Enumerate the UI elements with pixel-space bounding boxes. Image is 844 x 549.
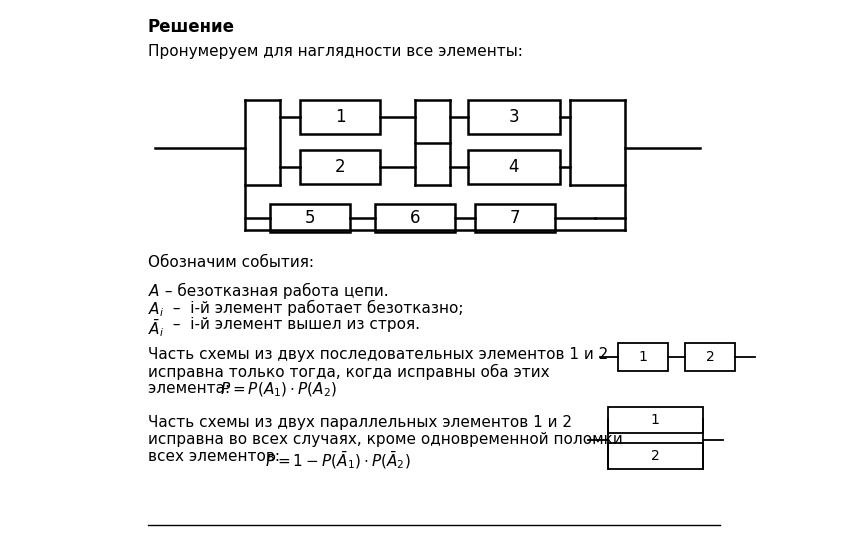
Text: – безотказная работа цепи.: – безотказная работа цепи.	[160, 283, 388, 299]
Text: элемента:: элемента:	[148, 381, 245, 396]
Text: $\bar{A}_i$: $\bar{A}_i$	[148, 317, 164, 339]
Text: 5: 5	[305, 209, 315, 227]
Bar	[474, 204, 555, 232]
Text: –  i-й элемент работает безотказно;: – i-й элемент работает безотказно;	[168, 300, 463, 316]
Text: 2: 2	[705, 350, 713, 364]
Text: 1: 1	[638, 350, 647, 364]
Bar	[300, 150, 380, 184]
Bar	[608, 407, 702, 433]
Text: Пронумеруем для наглядности все элементы:: Пронумеруем для наглядности все элементы…	[148, 44, 522, 59]
Text: 6: 6	[409, 209, 419, 227]
Bar	[468, 100, 560, 134]
Bar	[617, 343, 668, 371]
Text: 1: 1	[334, 108, 345, 126]
Bar	[375, 204, 454, 232]
Text: 4: 4	[508, 158, 518, 176]
Text: 2: 2	[650, 449, 658, 463]
Text: 1: 1	[650, 413, 658, 427]
Text: $P = P(A_1) \cdot P(A_2)$: $P = P(A_1) \cdot P(A_2)$	[219, 381, 337, 400]
Text: всех элементов:: всех элементов:	[148, 449, 284, 464]
Text: 7: 7	[509, 209, 520, 227]
Bar	[468, 150, 560, 184]
Text: $A_i$: $A_i$	[148, 300, 164, 319]
Text: –  i-й элемент вышел из строя.: – i-й элемент вышел из строя.	[168, 317, 419, 332]
Bar	[270, 204, 349, 232]
Text: Обозначим события:: Обозначим события:	[148, 255, 314, 270]
Text: Решение: Решение	[148, 18, 235, 36]
Text: Часть схемы из двух параллельных элементов 1 и 2: Часть схемы из двух параллельных элемент…	[148, 415, 571, 430]
Text: 2: 2	[334, 158, 345, 176]
Text: исправна только тогда, когда исправны оба этих: исправна только тогда, когда исправны об…	[148, 364, 549, 380]
Bar	[684, 343, 734, 371]
Text: 3: 3	[508, 108, 519, 126]
Text: исправна во всех случаях, кроме одновременной поломки: исправна во всех случаях, кроме одноврем…	[148, 432, 622, 447]
Text: $P = 1 - P(\bar{A}_1) \cdot P(\bar{A}_2)$: $P = 1 - P(\bar{A}_1) \cdot P(\bar{A}_2)…	[265, 449, 410, 470]
Text: $A$: $A$	[148, 283, 160, 299]
Bar	[608, 443, 702, 469]
Text: Часть схемы из двух последовательных элементов 1 и 2: Часть схемы из двух последовательных эле…	[148, 347, 608, 362]
Bar	[300, 100, 380, 134]
